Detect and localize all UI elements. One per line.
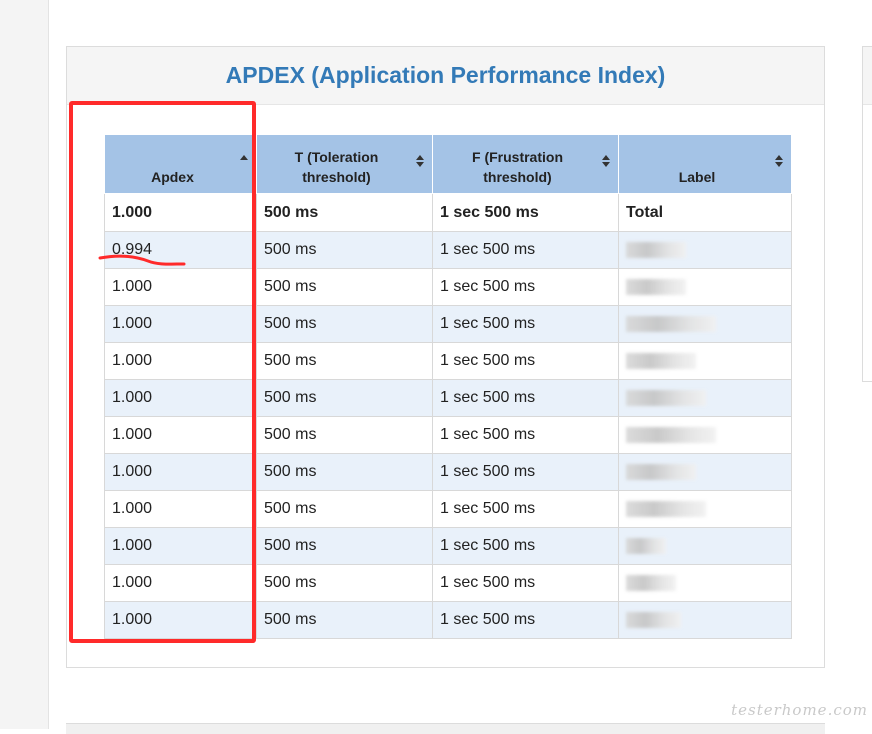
- toleration-cell: 500 ms: [256, 564, 433, 602]
- left-gutter: [0, 0, 49, 729]
- toleration-cell: 500 ms: [256, 193, 433, 232]
- table-row: 1.000 500 ms 1 sec 500 ms: [104, 305, 792, 343]
- label-cell: [618, 490, 792, 528]
- frustration-cell: 1 sec 500 ms: [432, 193, 619, 232]
- column-header-toleration[interactable]: T (Toleration threshold): [256, 134, 433, 194]
- apdex-cell: 1.000: [104, 453, 257, 491]
- frustration-cell: 1 sec 500 ms: [432, 601, 619, 639]
- sort-both-icon: [775, 155, 783, 167]
- column-header-label-col[interactable]: Label: [618, 134, 792, 194]
- frustration-cell: 1 sec 500 ms: [432, 268, 619, 306]
- toleration-cell: 500 ms: [256, 453, 433, 491]
- redacted-label: [626, 426, 716, 443]
- toleration-cell: 500 ms: [256, 601, 433, 639]
- label-cell: Total: [618, 193, 792, 232]
- apdex-cell: 0.994: [104, 231, 257, 269]
- frustration-cell: 1 sec 500 ms: [432, 527, 619, 565]
- redacted-label: [626, 463, 696, 480]
- frustration-cell: 1 sec 500 ms: [432, 305, 619, 343]
- toleration-cell: 500 ms: [256, 268, 433, 306]
- apdex-panel: APDEX (Application Performance Index) Ap…: [66, 46, 825, 668]
- redacted-label: [626, 611, 681, 628]
- sort-both-icon: [416, 155, 424, 167]
- label-cell: [618, 342, 792, 380]
- table-row: 1.000 500 ms 1 sec 500 ms: [104, 379, 792, 417]
- table-row: 1.000 500 ms 1 sec 500 ms: [104, 268, 792, 306]
- label-cell: [618, 379, 792, 417]
- apdex-cell: 1.000: [104, 601, 257, 639]
- label-cell: [618, 453, 792, 491]
- watermark: testerhome.com: [731, 701, 868, 719]
- apdex-cell: 1.000: [104, 416, 257, 454]
- table-row: 0.994 500 ms 1 sec 500 ms: [104, 231, 792, 269]
- redacted-label: [626, 574, 676, 591]
- apdex-table: Apdex T (Toleration threshold) F (Frustr…: [104, 134, 792, 639]
- sort-ascending-icon: [240, 155, 248, 167]
- frustration-cell: 1 sec 500 ms: [432, 231, 619, 269]
- label-cell: [618, 231, 792, 269]
- apdex-cell: 1.000: [104, 379, 257, 417]
- frustration-cell: 1 sec 500 ms: [432, 342, 619, 380]
- label-cell: [618, 305, 792, 343]
- frustration-cell: 1 sec 500 ms: [432, 564, 619, 602]
- column-header-label: T (Toleration threshold): [294, 149, 379, 185]
- toleration-cell: 500 ms: [256, 342, 433, 380]
- sort-both-icon: [602, 155, 610, 167]
- column-header-apdex[interactable]: Apdex: [104, 134, 257, 194]
- redacted-label: [626, 500, 706, 517]
- apdex-cell: 1.000: [104, 193, 257, 232]
- label-cell: [618, 527, 792, 565]
- redacted-label: [626, 241, 686, 258]
- toleration-cell: 500 ms: [256, 305, 433, 343]
- frustration-cell: 1 sec 500 ms: [432, 490, 619, 528]
- label-cell: [618, 601, 792, 639]
- redacted-label: [626, 278, 686, 295]
- toleration-cell: 500 ms: [256, 416, 433, 454]
- label-cell: [618, 564, 792, 602]
- apdex-cell: 1.000: [104, 268, 257, 306]
- table-row: 1.000 500 ms 1 sec 500 ms: [104, 453, 792, 491]
- toleration-cell: 500 ms: [256, 490, 433, 528]
- frustration-cell: 1 sec 500 ms: [432, 379, 619, 417]
- total-row: 1.000 500 ms 1 sec 500 ms Total: [104, 193, 792, 232]
- frustration-cell: 1 sec 500 ms: [432, 453, 619, 491]
- apdex-cell: 1.000: [104, 342, 257, 380]
- table-body: 1.000 500 ms 1 sec 500 ms Total 0.994 500…: [104, 193, 792, 639]
- apdex-cell: 1.000: [104, 305, 257, 343]
- apdex-cell: 1.000: [104, 527, 257, 565]
- toleration-cell: 500 ms: [256, 379, 433, 417]
- redacted-label: [626, 537, 666, 554]
- toleration-cell: 500 ms: [256, 231, 433, 269]
- panel-heading: APDEX (Application Performance Index): [67, 47, 824, 105]
- table-row: 1.000 500 ms 1 sec 500 ms: [104, 564, 792, 602]
- column-header-label: Apdex: [151, 169, 194, 185]
- label-cell: [618, 416, 792, 454]
- frustration-cell: 1 sec 500 ms: [432, 416, 619, 454]
- column-header-frustration[interactable]: F (Frustration threshold): [432, 134, 619, 194]
- redacted-label: [626, 389, 706, 406]
- apdex-cell: 1.000: [104, 564, 257, 602]
- toleration-cell: 500 ms: [256, 527, 433, 565]
- table-row: 1.000 500 ms 1 sec 500 ms: [104, 601, 792, 639]
- table-header-row: Apdex T (Toleration threshold) F (Frustr…: [104, 134, 792, 194]
- table-row: 1.000 500 ms 1 sec 500 ms: [104, 527, 792, 565]
- panel-title: APDEX (Application Performance Index): [225, 62, 666, 88]
- table-row: 1.000 500 ms 1 sec 500 ms: [104, 342, 792, 380]
- redacted-label: [626, 352, 696, 369]
- adjacent-panel: [862, 46, 872, 382]
- label-cell: [618, 268, 792, 306]
- column-header-label: Label: [678, 169, 716, 185]
- column-header-label: F (Frustration threshold): [472, 149, 563, 185]
- apdex-cell: 1.000: [104, 490, 257, 528]
- redacted-label: [626, 315, 716, 332]
- table-row: 1.000 500 ms 1 sec 500 ms: [104, 416, 792, 454]
- table-row: 1.000 500 ms 1 sec 500 ms: [104, 490, 792, 528]
